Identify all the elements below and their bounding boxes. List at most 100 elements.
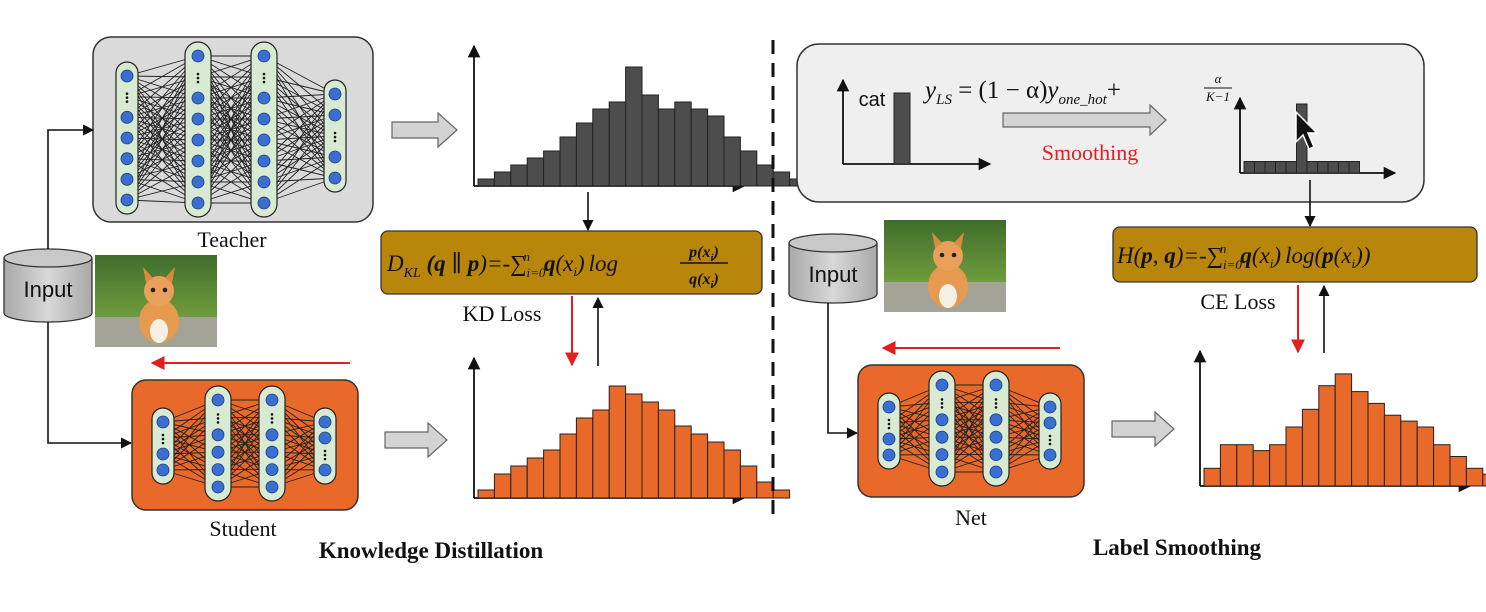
hist-bar [1433, 444, 1451, 487]
neuron-node [257, 133, 271, 147]
hist-bar [739, 150, 758, 187]
ls-section-title: Label Smoothing [1093, 535, 1262, 560]
hist-bar [723, 449, 741, 499]
hist-bar [641, 401, 659, 499]
hist-bar [493, 171, 512, 187]
layer-pill [151, 407, 175, 485]
neuron-node [156, 463, 170, 477]
neuron-node [328, 150, 342, 164]
hist-bar [1338, 161, 1350, 174]
kd-loss-formula: DKL (q ∥ p)=-∑i=0n q(xi) log [386, 249, 618, 281]
neuron-node [989, 448, 1003, 462]
teacher-network [92, 36, 374, 223]
neuron-node [191, 175, 205, 189]
neuron-node [989, 413, 1003, 427]
hist-bar [1219, 444, 1238, 487]
hist-bar [1449, 456, 1467, 487]
smoothing-arrow [1002, 103, 1167, 137]
hist-bar [559, 136, 577, 187]
kd-frac-denominator: q(xi) [689, 271, 719, 291]
neuron-node [318, 415, 332, 429]
neuron-node [257, 196, 271, 210]
neuron-node [120, 110, 134, 124]
hist-bar [1416, 426, 1435, 487]
hist-bar [575, 417, 594, 499]
block-arrow-net [1111, 410, 1175, 448]
layer-pill [250, 41, 278, 218]
neuron-node [882, 432, 896, 446]
ls-frac-den: K−1 [1205, 89, 1230, 104]
hist-bar [1351, 391, 1369, 487]
neuron-node [191, 49, 205, 63]
net-network [857, 364, 1085, 498]
input-label-kd: Input [24, 277, 73, 302]
smoothed-histogram [1233, 96, 1397, 180]
teacher-layers [115, 41, 347, 218]
neuron-node [156, 415, 170, 429]
ls-formula: yLS = (1 − α)yone_hot+ [922, 77, 1121, 108]
neuron-node [265, 480, 279, 494]
hist-bar [1285, 426, 1303, 487]
neuron-node [882, 448, 896, 462]
hist-bar [1269, 444, 1287, 487]
cat-label: cat [859, 89, 886, 111]
neuron-node [935, 378, 949, 392]
neuron-node [257, 91, 271, 105]
hist-bar [641, 94, 659, 187]
neuron-node [1043, 448, 1057, 462]
hist-bar [1301, 408, 1320, 487]
hist-bar [543, 150, 561, 187]
kitten-image-kd [95, 255, 217, 347]
student-network [131, 379, 359, 511]
hist-bar [723, 136, 741, 187]
hist-bar [707, 115, 725, 187]
hist-bar [1482, 473, 1486, 487]
hist-bar [1306, 161, 1318, 174]
hist-bar [674, 425, 692, 499]
hist-bar [575, 122, 594, 187]
neuron-node [935, 413, 949, 427]
hist-bar [608, 101, 627, 187]
hist-bar [1465, 467, 1484, 487]
input-label-ls: Input [809, 262, 858, 287]
layer-pill [928, 370, 956, 487]
layer-pill [258, 385, 286, 502]
neuron-node [191, 133, 205, 147]
hist-bar [756, 164, 774, 187]
neuron-node [191, 112, 205, 126]
student-layers [151, 385, 337, 502]
ce-loss-formula: H(p, q)=-∑i=0n q(xi) log(p(xi)) [1116, 241, 1370, 272]
block-arrow-student [384, 421, 448, 459]
hist-bar [674, 101, 692, 187]
hist-bar [592, 409, 610, 499]
neuron-node [318, 431, 332, 445]
hist-bar [1203, 467, 1221, 487]
kd-loss-label: KD Loss [463, 301, 542, 326]
neuron-node [257, 49, 271, 63]
net-layers [877, 370, 1062, 487]
hist-bar [1317, 161, 1329, 174]
kd-loss-box: DKL (q ∥ p)=-∑i=0n q(xi) log p(xi) q(xi) [380, 230, 763, 295]
hist-bar [690, 433, 709, 499]
ls-frac-num: α [1215, 71, 1223, 86]
kd-section-title: Knowledge Distillation [319, 538, 543, 563]
teacher-histogram [467, 44, 807, 193]
hist-bar [1367, 402, 1385, 487]
hist-bar [477, 489, 495, 499]
hist-bar [1243, 161, 1255, 174]
kitten-image-ls [884, 220, 1006, 312]
kd-frac-numerator: p(xi) [687, 244, 719, 264]
hist-bar [739, 465, 758, 499]
one-hot-bar [893, 92, 911, 165]
neuron-node [265, 445, 279, 459]
hist-bar [1236, 444, 1254, 487]
neuron-node [120, 69, 134, 83]
net-label: Net [955, 505, 987, 530]
hist-bar [625, 66, 643, 187]
hist-bar [625, 393, 643, 499]
hist-bar [608, 385, 627, 499]
neuron-node [257, 175, 271, 189]
neuron-node [191, 91, 205, 105]
hist-bar [657, 108, 676, 187]
student-label: Student [209, 516, 276, 541]
